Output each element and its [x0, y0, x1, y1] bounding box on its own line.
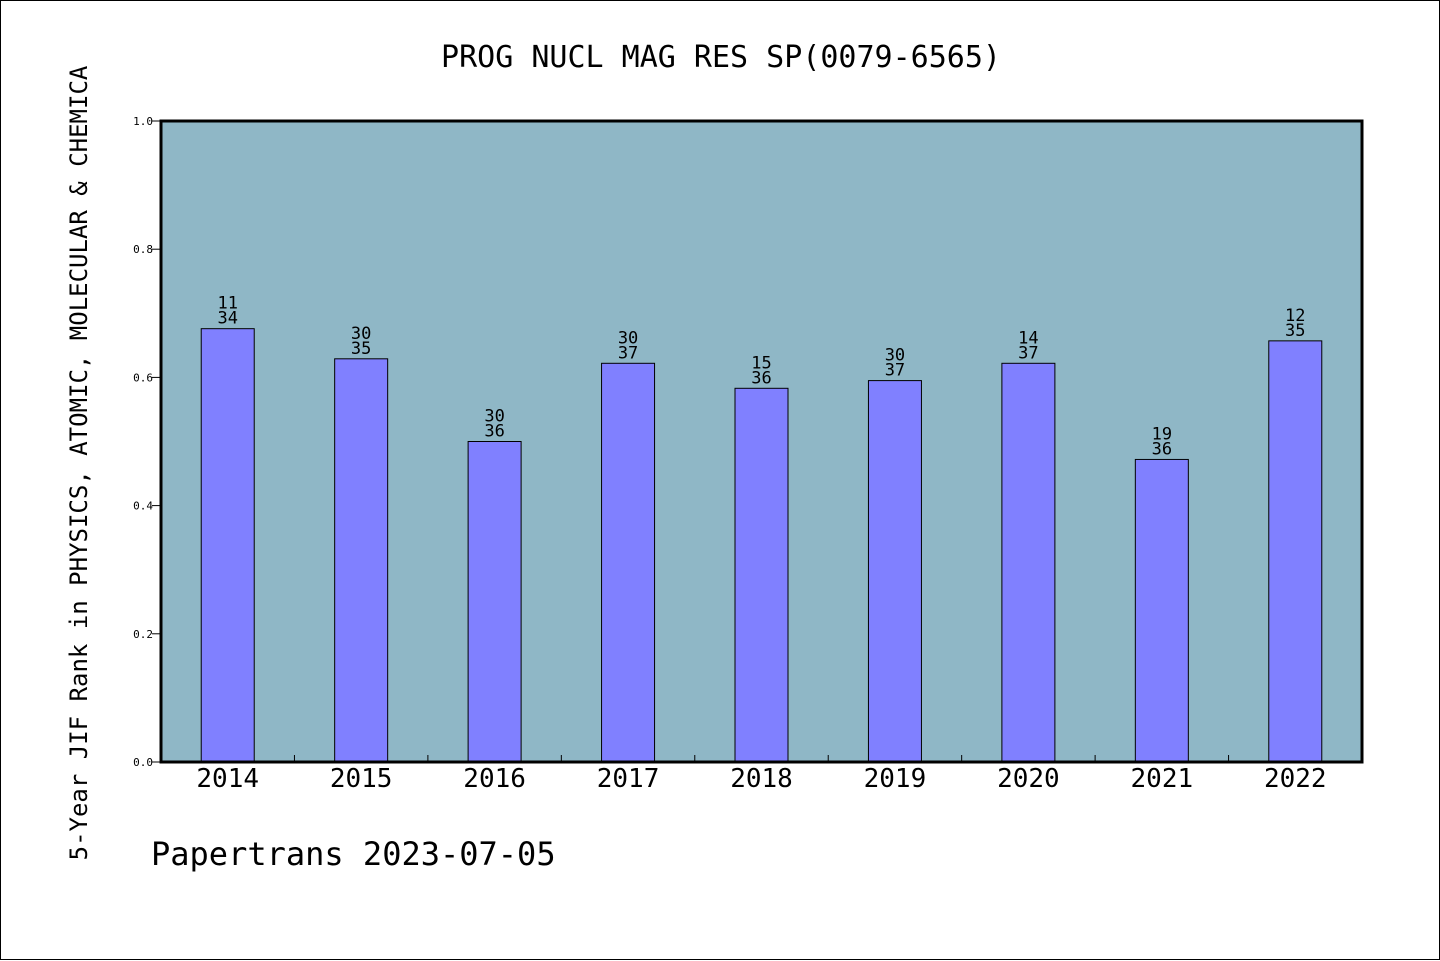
- bar-2022: [1268, 340, 1323, 763]
- x-tick-label: 2021: [1131, 764, 1194, 794]
- bar-2020: [1001, 362, 1056, 763]
- rank-label: 11: [217, 294, 237, 314]
- y-tick-label: 0.8: [133, 243, 153, 256]
- rank-label: 30: [484, 407, 504, 427]
- x-tick-label: 2020: [997, 764, 1060, 794]
- y-tick-label: 0.6: [133, 371, 153, 384]
- bar-2021: [1134, 458, 1189, 763]
- rank-label: 14: [1018, 328, 1038, 348]
- x-tick-label: 2017: [597, 764, 660, 794]
- bar-2016: [467, 441, 522, 763]
- rank-label: 30: [351, 324, 371, 344]
- total-label: 36: [1152, 439, 1172, 459]
- bar-2017: [601, 362, 656, 763]
- rank-label: 30: [618, 328, 638, 348]
- footer-stamp: Papertrans 2023-07-05: [151, 835, 556, 873]
- bars: [200, 328, 1323, 763]
- y-tick-label: 0.0: [133, 756, 153, 769]
- rank-label: 30: [885, 346, 905, 366]
- x-tick-label: 2015: [330, 764, 393, 794]
- x-tick-label: 2022: [1264, 764, 1327, 794]
- plot-border: [159, 119, 1364, 764]
- bar-2014: [200, 328, 255, 763]
- rank-label: 19: [1152, 424, 1172, 444]
- y-tick-label: 0.2: [133, 628, 153, 641]
- bar-2018: [734, 387, 789, 763]
- x-tick-label: 2014: [196, 764, 259, 794]
- total-label: 37: [618, 343, 638, 363]
- y-axis: 0.0 0.2 0.4 0.6 0.8 1.0: [133, 115, 161, 769]
- x-tick-label: 2016: [463, 764, 526, 794]
- bar-2019: [867, 380, 922, 763]
- bar-2015: [334, 358, 389, 763]
- rank-label: 12: [1285, 306, 1305, 326]
- y-axis-label: 5-Year JIF Rank in PHYSICS, ATOMIC, MOLE…: [65, 65, 93, 860]
- total-label: 34: [217, 309, 237, 329]
- x-tick-label: 2019: [864, 764, 927, 794]
- total-label: 36: [751, 368, 771, 388]
- total-label: 37: [1018, 343, 1038, 363]
- total-label: 35: [1285, 321, 1305, 341]
- x-axis: 2014 2015 2016 2017 2018 2019 2020 2021 2022: [196, 755, 1327, 794]
- rank-label: 15: [751, 353, 771, 373]
- chart-title: PROG NUCL MAG RES SP(0079-6565): [441, 40, 1001, 75]
- x-tick-label: 2018: [730, 764, 793, 794]
- total-label: 36: [484, 422, 504, 442]
- total-label: 37: [885, 361, 905, 381]
- y-tick-label: 1.0: [133, 115, 153, 128]
- y-tick-label: 0.4: [133, 500, 153, 513]
- total-label: 35: [351, 339, 371, 359]
